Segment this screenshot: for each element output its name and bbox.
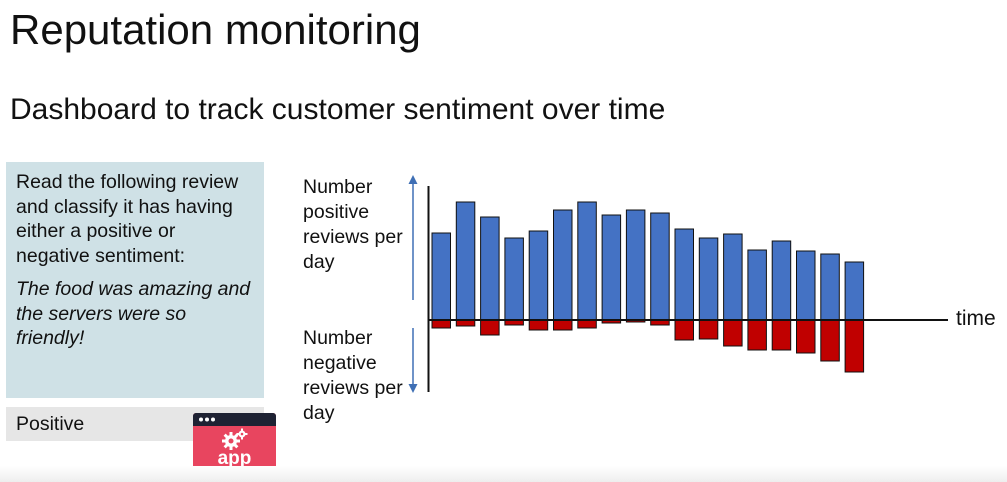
bottom-fade: [0, 466, 1007, 482]
slide-subtitle: Dashboard to track customer sentiment ov…: [10, 93, 666, 126]
positive-bar: [431, 232, 451, 321]
positive-bar: [553, 209, 573, 321]
negative-bar: [480, 319, 500, 336]
positive-bar: [650, 212, 670, 321]
positive-bar: [504, 237, 524, 321]
negative-bar: [674, 319, 694, 341]
positive-bar: [796, 250, 816, 321]
slide-title: Reputation monitoring: [10, 6, 421, 53]
positive-bar: [723, 233, 743, 321]
time-axis-label: time: [956, 307, 996, 330]
up-arrow-head-icon: [408, 175, 418, 184]
positive-bar: [771, 240, 792, 321]
app-window-gear-icon: [193, 413, 276, 474]
positive-bar: [480, 216, 500, 321]
positive-bar: [747, 249, 767, 321]
positive-bar: [528, 230, 549, 321]
negative-bar: [844, 319, 865, 373]
positive-bar: [820, 253, 840, 321]
app-label: app: [217, 448, 252, 469]
positive-axis-label: Number positive reviews per day: [303, 176, 403, 273]
result-label: Positive: [16, 413, 85, 435]
negative-bar: [820, 319, 840, 362]
prompt-box: Read the following review and classify i…: [6, 162, 264, 398]
positive-bar: [625, 209, 646, 321]
negative-bar: [771, 319, 792, 351]
negative-bar: [577, 319, 597, 329]
positive-bar: [844, 261, 865, 321]
negative-bar: [553, 319, 573, 331]
positive-bar: [601, 214, 622, 321]
negative-bar: [747, 319, 767, 351]
down-arrow-head-icon: [408, 384, 418, 393]
positive-bar: [698, 237, 719, 321]
negative-bar: [796, 319, 816, 354]
negative-bar: [723, 319, 743, 347]
prompt-review-text: The food was amazing and the servers wer…: [16, 278, 251, 349]
negative-bar: [528, 319, 549, 331]
positive-bar: [577, 201, 597, 321]
positive-bar: [674, 228, 694, 321]
positive-bar: [455, 201, 476, 321]
negative-axis-label: Number negative reviews per day: [303, 327, 403, 424]
negative-bar: [698, 319, 719, 340]
prompt-instruction: Read the following review and classify i…: [16, 171, 239, 267]
negative-bar: [431, 319, 451, 329]
